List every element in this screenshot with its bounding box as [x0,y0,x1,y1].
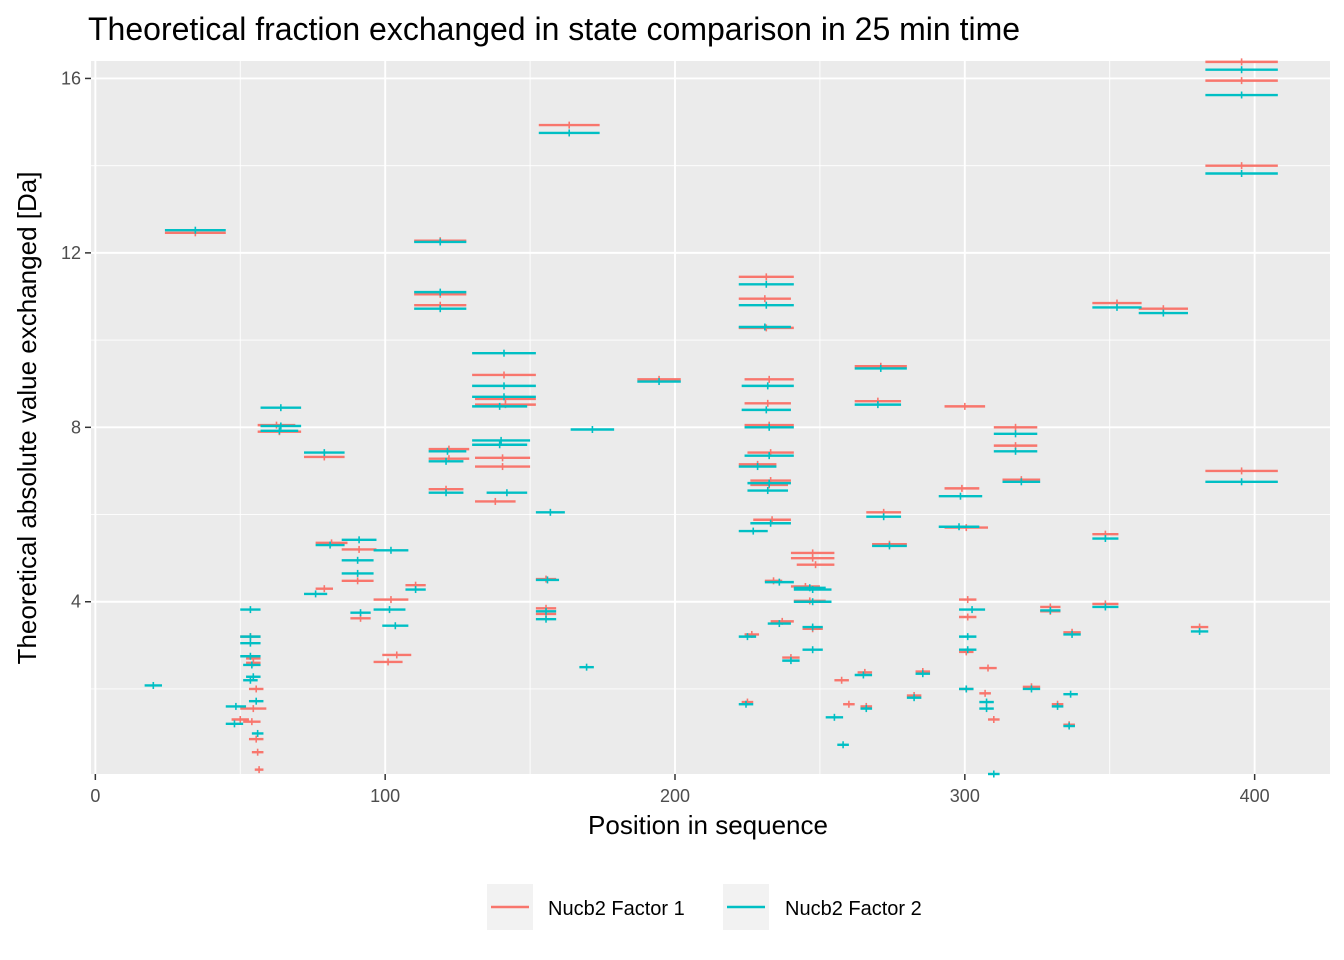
chart-title: Theoretical fraction exchanged in state … [88,11,1020,47]
legend: Nucb2 Factor 1 Nucb2 Factor 2 [487,884,922,930]
legend-label-factor-2: Nucb2 Factor 2 [785,898,922,920]
series-2 [144,66,1278,778]
y-tick-label: 12 [61,243,81,263]
x-tick-label: 400 [1240,786,1270,806]
data-layer [144,58,1278,778]
x-tick-label: 100 [370,786,400,806]
x-tick-label: 200 [660,786,690,806]
x-axis-title: Position in sequence [588,810,828,840]
tick-labels: 0 100 200 300 400 4 8 12 16 [61,68,1270,806]
axis-ticks [85,77,1256,780]
y-tick-label: 4 [71,592,81,612]
plot-panel [91,61,1330,774]
major-gridlines [91,61,1330,774]
y-axis-title: Theoretical absolute value exchanged [Da… [12,172,42,665]
y-tick-label: 8 [71,417,81,437]
legend-label-factor-1: Nucb2 Factor 1 [548,898,685,920]
x-tick-label: 0 [90,786,100,806]
minor-gridlines [91,61,1330,774]
x-tick-label: 300 [950,786,980,806]
y-tick-label: 16 [61,68,81,88]
